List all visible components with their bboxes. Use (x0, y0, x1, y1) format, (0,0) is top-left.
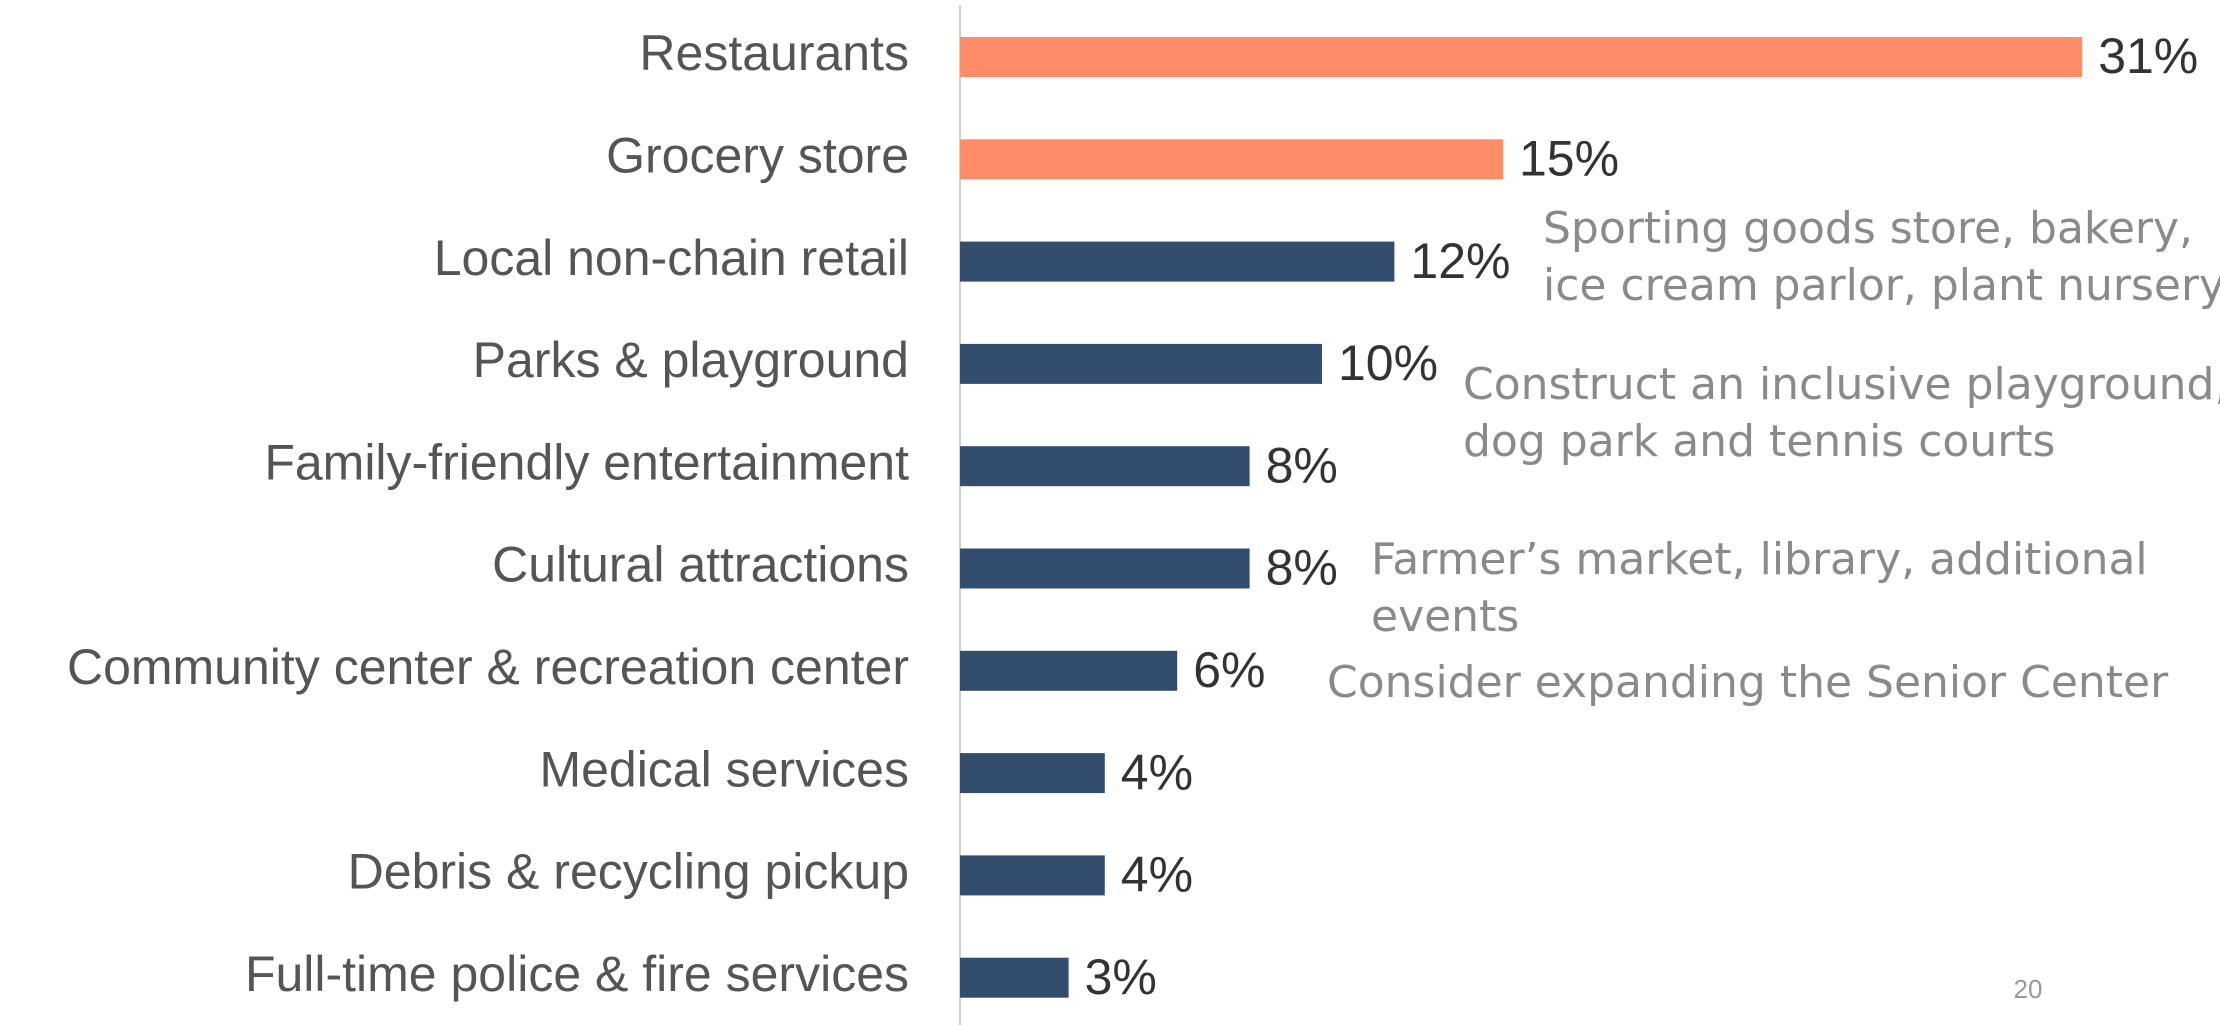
bar (960, 548, 1250, 589)
annotation: Sporting goods store, bakery, (1543, 203, 2193, 254)
value-label: 4% (1121, 744, 1193, 800)
annotation: ice cream parlor, plant nursery (1543, 260, 2220, 311)
value-label: 3% (1085, 949, 1157, 1005)
bar (960, 446, 1250, 487)
category-label: Cultural attractions (492, 537, 909, 593)
value-label: 6% (1193, 642, 1265, 698)
category-label: Parks & playground (473, 332, 909, 388)
category-label: Full-time police & fire services (245, 946, 909, 1002)
annotation: Farmer’s market, library, additional (1371, 534, 2148, 585)
bar (960, 241, 1395, 282)
bar (960, 650, 1178, 691)
category-label: Community center & recreation center (67, 639, 909, 695)
category-label: Local non-chain retail (434, 230, 909, 286)
annotation: dog park and tennis courts (1463, 416, 2055, 467)
value-label: 10% (1338, 335, 1438, 391)
annotation: events (1371, 591, 1519, 642)
value-label: 15% (1519, 131, 1619, 187)
bar (960, 37, 2083, 77)
value-label: 8% (1266, 437, 1338, 493)
category-label: Family-friendly entertainment (264, 434, 909, 490)
annotation: Construct an inclusive playground, (1463, 359, 2220, 410)
page-number: 20 (2014, 974, 2043, 1004)
category-label: Medical services (539, 741, 909, 797)
value-label: 4% (1121, 847, 1193, 903)
value-label: 31% (2098, 28, 2198, 84)
bar (960, 139, 1503, 180)
category-label: Restaurants (639, 25, 909, 81)
annotation: Consider expanding the Senior Center (1327, 657, 2169, 708)
value-label: 8% (1266, 540, 1338, 596)
category-label: Grocery store (606, 128, 909, 184)
value-label: 12% (1410, 233, 1510, 289)
bar (960, 957, 1069, 998)
bar (960, 343, 1322, 384)
bar (960, 753, 1105, 794)
bar (960, 855, 1105, 896)
category-label: Debris & recycling pickup (348, 844, 909, 900)
